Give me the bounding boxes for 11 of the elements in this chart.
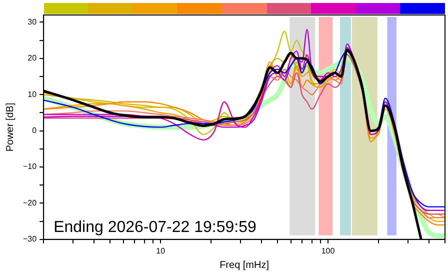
annotation: Ending 2026-07-22 19:59:59	[54, 218, 257, 236]
x-tick-label: 100	[321, 246, 336, 256]
y-tick-label: 30	[28, 17, 38, 26]
y-tick-label: −30	[22, 234, 38, 244]
y-tick-label: 0	[32, 126, 38, 136]
y-tick-label: 20	[28, 54, 38, 63]
y-axis-title: Power [dB]	[4, 102, 16, 152]
x-axis-title: Freq [mHz]	[220, 260, 270, 271]
y-tick-label: 10	[28, 90, 38, 99]
y-tick-label: −20	[22, 198, 38, 208]
y-tick-label: −10	[22, 162, 38, 172]
